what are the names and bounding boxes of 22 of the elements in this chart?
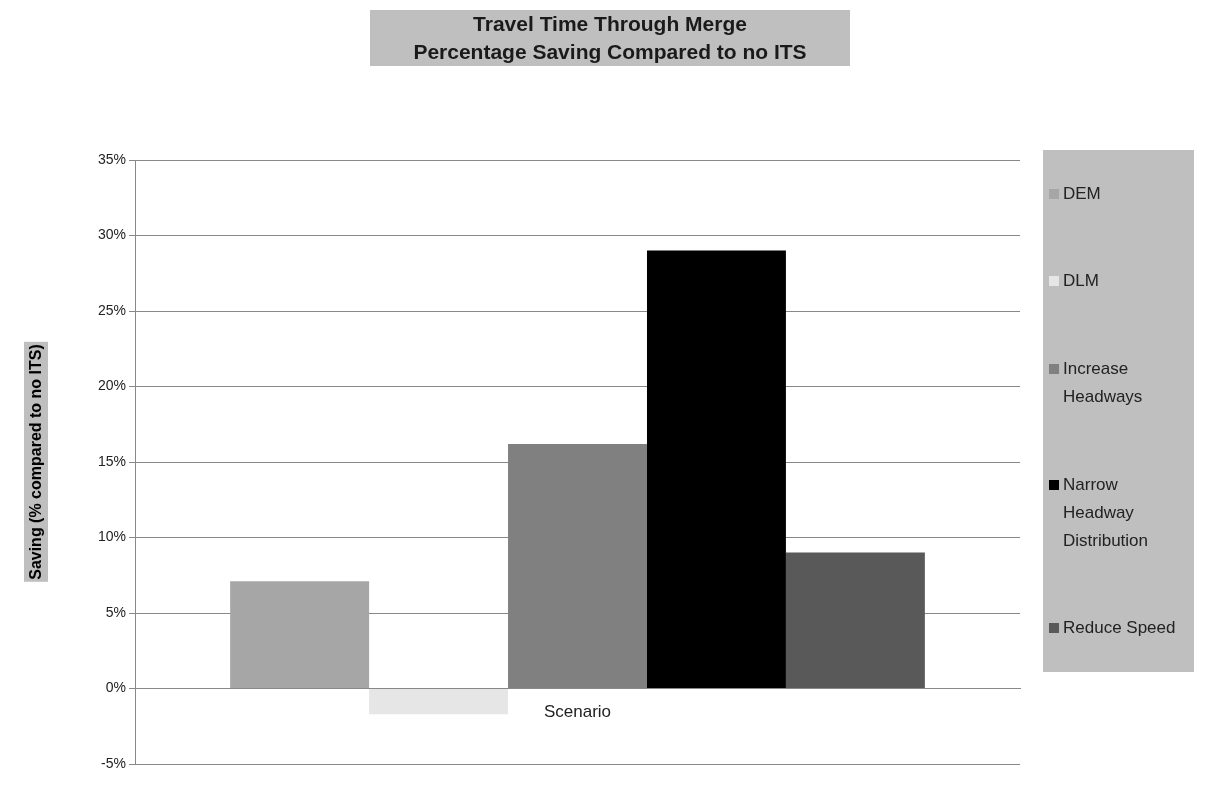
chart-subtitle: Percentage Saving Compared to no ITS [412,39,808,65]
bar [785,552,925,688]
legend-label: DEM [1063,182,1101,205]
legend-label: DLM [1063,270,1099,293]
y-tick-label: 25% [97,301,127,318]
legend-label: Increase Headways [1063,358,1144,408]
bar [646,250,786,688]
y-tick-label: 35% [97,150,127,167]
y-tick-label: 20% [97,377,127,394]
y-tick-label: 15% [97,452,127,469]
bar [369,689,509,715]
x-tick-label: Scenario [543,702,612,722]
y-tick-label: 0% [105,679,127,696]
y-axis-title: Saving (% compared to no ITS) [24,342,48,582]
y-tick-label: 10% [97,528,127,545]
y-tick-label: 30% [97,226,127,243]
legend-label: Narrow Headway Distribution [1063,473,1150,552]
legend-label: Reduce Speed [1063,617,1176,640]
bar [230,581,370,688]
y-tick-label: -5% [101,754,127,771]
y-tick-label: 5% [105,603,127,620]
chart-title: Travel Time Through Merge [472,11,748,37]
